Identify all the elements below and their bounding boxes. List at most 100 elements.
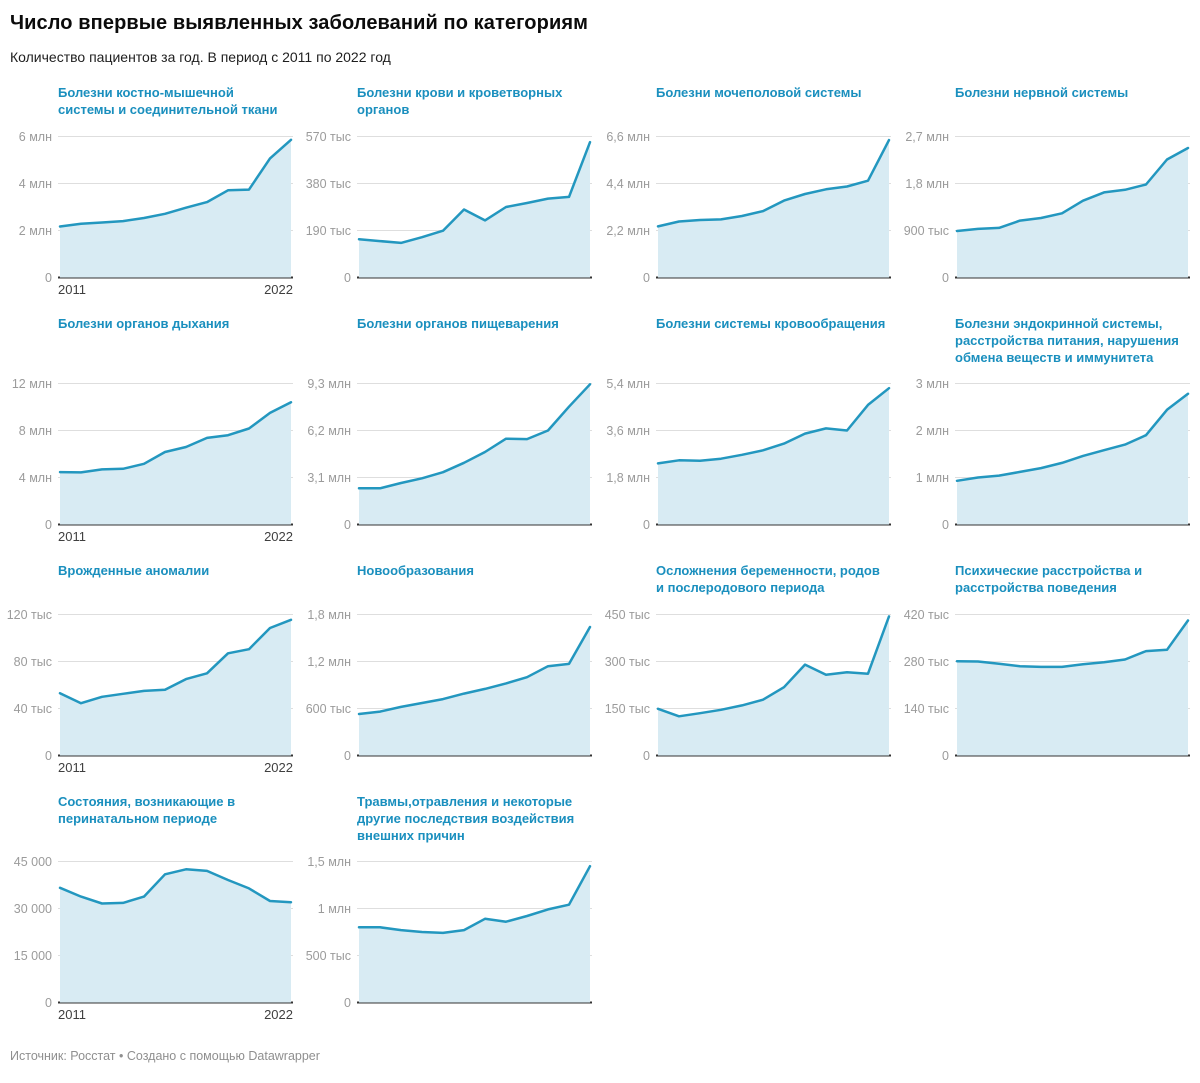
small-multiple-chart: Болезни органов дыхания 12 млн 8 млн 4 млн 0… [10, 316, 293, 549]
page-header: Число впервые выявленных заболеваний по … [10, 12, 1190, 65]
area-series-fill [359, 384, 590, 525]
small-multiple-chart: Болезни костно-мышечной системы и соедин… [10, 85, 293, 302]
y-tick-label: 6 млн [18, 129, 52, 144]
x-axis [656, 279, 891, 302]
x-axis: 2011 2022 [58, 279, 293, 302]
x-axis-year-start: 2011 [58, 529, 86, 544]
y-tick-label: 15 000 [13, 948, 52, 963]
plot-area: 6 млн 4 млн 2 млн 0 [10, 127, 293, 285]
x-axis [955, 757, 1190, 780]
y-axis: 9,3 млн 6,2 млн 3,1 млн 0 [307, 374, 357, 532]
chart-row: Болезни костно-мышечной системы и соедин… [10, 85, 1190, 302]
y-tick-label: 2 млн [915, 423, 949, 438]
area-series-fill [957, 620, 1188, 756]
y-tick-label: 1,8 млн [606, 470, 650, 485]
x-axis [357, 757, 592, 780]
area-chart-svg [58, 383, 293, 526]
y-axis: 3 млн 2 млн 1 млн 0 [907, 374, 955, 532]
area-series-line [656, 386, 891, 465]
y-tick-label: 500 тыс [305, 948, 351, 963]
x-axis [955, 526, 1190, 549]
y-tick-label: 1 млн [915, 470, 949, 485]
y-tick-label: 4 млн [18, 470, 52, 485]
y-axis: 570 тыс 380 тыс 190 тыс 0 [305, 127, 357, 285]
y-axis: 45 000 30 000 15 000 0 [10, 852, 58, 1010]
y-tick-label: 1 млн [317, 901, 351, 916]
plot-area: 120 тыс 80 тыс 40 тыс 0 [6, 605, 293, 763]
small-multiple-chart: Болезни системы кровообращения 5,4 млн 3,6… [606, 316, 891, 549]
area-series-fill [60, 139, 291, 278]
x-axis [656, 526, 891, 549]
y-tick-label: 0 [643, 748, 650, 763]
x-axis [357, 526, 592, 549]
small-multiple-chart: Врожденные аномалии 120 тыс 80 тыс 40 тыс 0 2… [6, 563, 293, 780]
area-series-fill [658, 140, 889, 278]
area-chart-svg [58, 614, 293, 757]
area-series-line [955, 392, 1190, 483]
chart-title: Осложнения беременности, родов и послеро… [656, 563, 880, 595]
x-axis [656, 757, 891, 780]
y-axis: 420 тыс 280 тыс 140 тыс 0 [903, 605, 955, 763]
chart-title: Травмы,отравления и некоторые другие пос… [357, 794, 575, 843]
y-tick-label: 0 [942, 517, 949, 532]
y-tick-label: 40 тыс [13, 701, 52, 716]
plot-area: 1,5 млн 1 млн 500 тыс 0 [305, 852, 592, 1010]
y-tick-label: 5,4 млн [606, 376, 650, 391]
y-tick-label: 3 млн [915, 376, 949, 391]
plot-area: 12 млн 8 млн 4 млн 0 [10, 374, 293, 532]
x-axis-year-end: 2022 [264, 529, 293, 544]
area-chart-svg [955, 614, 1190, 757]
area-series-line [656, 138, 891, 228]
y-tick-label: 420 тыс [903, 607, 949, 622]
plot-area: 9,3 млн 6,2 млн 3,1 млн 0 [307, 374, 592, 532]
chart-title: Врожденные аномалии [58, 563, 210, 578]
chart-title: Болезни органов дыхания [58, 316, 230, 331]
plot-area: 1,8 млн 1,2 млн 600 тыс 0 [306, 605, 592, 763]
area-series-fill [957, 148, 1188, 278]
y-axis: 1,5 млн 1 млн 500 тыс 0 [305, 852, 357, 1010]
y-axis: 2,7 млн 1,8 млн 900 тыс 0 [904, 127, 955, 285]
plot-area: 570 тыс 380 тыс 190 тыс 0 [305, 127, 592, 285]
y-axis: 5,4 млн 3,6 млн 1,8 млн 0 [606, 374, 656, 532]
source-attribution: Источник: Росстат • Создано с помощью Da… [10, 1049, 320, 1063]
x-axis-year-start: 2011 [58, 282, 86, 297]
y-tick-label: 9,3 млн [307, 376, 351, 391]
chart-title: Болезни крови и кроветворных органов [357, 85, 563, 117]
chart-title: Болезни нервной системы [955, 85, 1129, 100]
y-axis: 12 млн 8 млн 4 млн 0 [10, 374, 58, 532]
chart-title: Болезни мочеполовой системы [656, 85, 862, 100]
area-chart-svg [357, 861, 592, 1004]
y-tick-label: 2,2 млн [606, 223, 650, 238]
area-series-fill [658, 616, 889, 756]
area-series-line [955, 619, 1190, 669]
y-tick-label: 4,4 млн [606, 176, 650, 191]
chart-title: Состояния, возникающие в перинатальном п… [58, 794, 236, 826]
page-title: Число впервые выявленных заболеваний по … [10, 12, 588, 34]
chart-row: Врожденные аномалии 120 тыс 80 тыс 40 тыс 0 2… [6, 563, 1190, 780]
y-tick-label: 1,8 млн [905, 176, 949, 191]
y-tick-label: 4 млн [18, 176, 52, 191]
y-tick-label: 6,6 млн [606, 129, 650, 144]
area-series-line [357, 864, 592, 935]
area-chart-svg [656, 136, 891, 279]
y-tick-label: 0 [344, 517, 351, 532]
y-tick-label: 570 тыс [305, 129, 351, 144]
y-tick-label: 120 тыс [6, 607, 52, 622]
y-axis: 1,8 млн 1,2 млн 600 тыс 0 [306, 605, 357, 763]
y-tick-label: 0 [942, 270, 949, 285]
plot-area: 2,7 млн 1,8 млн 900 тыс 0 [904, 127, 1190, 285]
x-axis [955, 279, 1190, 302]
y-tick-label: 140 тыс [903, 701, 949, 716]
area-series-line [357, 140, 592, 245]
y-tick-label: 2 млн [18, 223, 52, 238]
small-multiple-chart: Болезни крови и кроветворных органов 570 … [305, 85, 592, 302]
x-axis [357, 1004, 592, 1027]
small-multiple-chart: Осложнения беременности, родов и послеро… [605, 563, 891, 780]
area-series-fill [359, 142, 590, 278]
x-axis-year-end: 2022 [264, 1007, 293, 1022]
x-axis: 2011 2022 [58, 757, 293, 780]
y-tick-label: 45 000 [13, 854, 52, 869]
y-tick-label: 0 [344, 748, 351, 763]
area-series-fill [957, 393, 1188, 525]
x-axis: 2011 2022 [58, 1004, 293, 1027]
